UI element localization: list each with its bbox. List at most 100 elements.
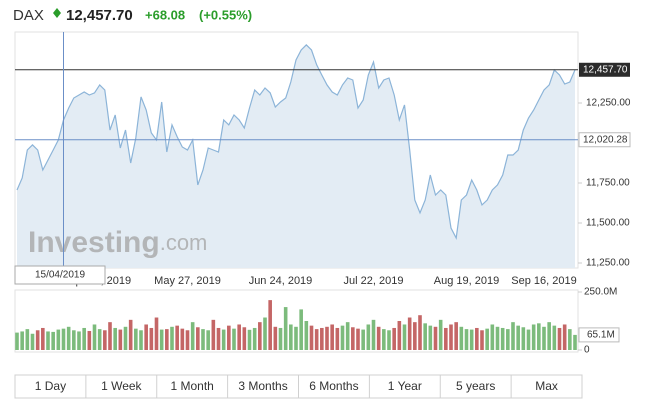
crosshair-x-label: 15/04/2019 [35, 270, 85, 281]
price: 12,457.70 [66, 7, 133, 24]
volume-bar [108, 322, 112, 350]
volume-bar [216, 327, 221, 350]
volume-bar [113, 327, 117, 350]
volume-bar [511, 322, 515, 350]
volume-bar [221, 329, 226, 350]
last-price-label: 12,457.70 [583, 64, 628, 75]
volume-bar [25, 329, 30, 350]
volume-bar [170, 326, 174, 350]
volume-bar [542, 326, 546, 350]
volume-bar [469, 329, 474, 350]
volume-bar [449, 324, 453, 350]
volume-bar [562, 324, 567, 350]
volume-bar [144, 324, 148, 350]
watermark-brand: Investing [28, 226, 160, 259]
volume-bar [304, 321, 309, 350]
volume-bar [237, 324, 241, 350]
volume-bar [573, 334, 577, 350]
volume-bar [361, 329, 365, 350]
last-price-box [579, 62, 630, 77]
volume-bar [123, 326, 128, 350]
range-button[interactable]: 1 Week [101, 379, 142, 393]
volume-bar [268, 300, 272, 350]
volume-bar [154, 317, 159, 350]
volume-bar [61, 328, 66, 350]
volume-bar [418, 315, 422, 350]
volume-frame [14, 289, 579, 353]
index-name: DAX [13, 7, 44, 24]
volume-bar [46, 331, 50, 350]
volume-bar [397, 321, 402, 350]
x-tick-label: Jul 22, 2019 [344, 275, 404, 287]
volume-bar [335, 327, 340, 350]
volume-bar [294, 326, 298, 350]
volume-bar [433, 326, 438, 350]
volume-bar [180, 328, 185, 350]
volume-bar [82, 327, 86, 350]
volume-bar [247, 329, 252, 350]
volume-bar [232, 328, 236, 350]
range-button[interactable]: 1 Year [388, 379, 422, 393]
volume-bar [118, 329, 123, 350]
volume-bar [87, 330, 92, 350]
range-button[interactable]: Max [535, 379, 558, 393]
y-tick-label: 12,250.00 [586, 98, 631, 109]
volume-bar [289, 324, 293, 350]
volume-bar [454, 322, 458, 350]
volume-bar [366, 324, 371, 350]
volume-bar [309, 325, 314, 350]
volume-bar [139, 330, 143, 350]
last-volume-box [578, 327, 620, 343]
volume-bar [475, 327, 479, 350]
volume-tick-label: 0 [584, 345, 590, 356]
volume-bar [402, 324, 407, 350]
volume-bar [15, 332, 19, 350]
volume-bar [351, 327, 355, 350]
volume-bar [516, 325, 520, 350]
volume-bar [128, 319, 133, 350]
y-tick-label: 11,500.00 [586, 218, 630, 229]
volume-bar [190, 322, 195, 350]
range-button[interactable]: 3 Months [238, 379, 287, 393]
crosshair-y-box [578, 132, 631, 148]
volume-bar [299, 309, 303, 350]
range-button[interactable]: 5 years [456, 379, 495, 393]
x-tick-label: Aug 19, 2019 [434, 275, 499, 287]
volume-bar [185, 330, 190, 350]
volume-bar [201, 329, 205, 350]
volume-bar [41, 327, 45, 350]
price-area [17, 44, 575, 269]
range-button[interactable]: 6 Months [309, 379, 358, 393]
volume-bar [263, 317, 267, 350]
range-button[interactable]: 1 Month [171, 379, 214, 393]
volume-bar [330, 324, 334, 350]
volume-bar [480, 330, 484, 350]
volume-bar [227, 325, 231, 350]
volume-bar [490, 324, 495, 350]
range-button[interactable]: 1 Day [35, 379, 66, 393]
volume-bar [51, 331, 55, 350]
volume-bar [72, 330, 76, 350]
volume-bar [506, 329, 510, 350]
volume-tick-label: 250.0M [584, 287, 617, 298]
volume-bar [428, 325, 433, 350]
volume-bar [413, 322, 417, 350]
volume-bar [242, 327, 247, 350]
volume-bar [211, 319, 216, 350]
volume-bar [500, 327, 505, 350]
volume-bar [459, 326, 464, 350]
volume-bar [66, 326, 71, 350]
volume-bar [537, 323, 541, 350]
volume-bar [557, 327, 562, 350]
volume-bar [552, 325, 557, 350]
volume-bar [376, 326, 381, 350]
watermark-suffix: .com [160, 230, 208, 255]
volume-bar [134, 328, 138, 350]
volume-bar [175, 325, 179, 350]
volume-bar [320, 327, 324, 350]
volume-bar [35, 330, 40, 350]
volume-bar [340, 325, 345, 350]
volume-bar [273, 326, 278, 350]
